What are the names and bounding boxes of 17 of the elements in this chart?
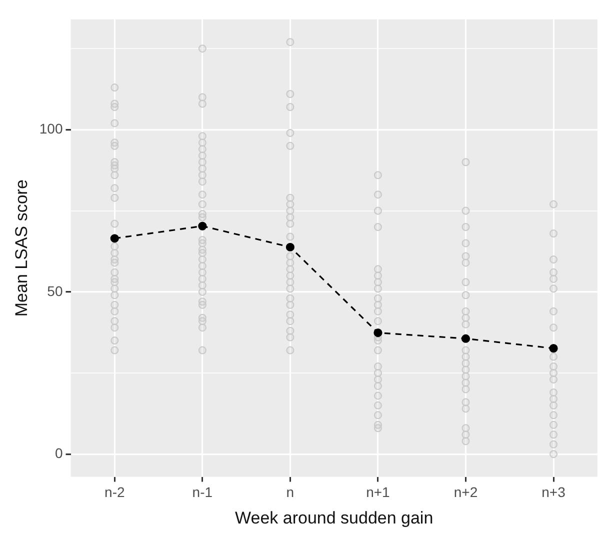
x-tick-label: n+3 [542,484,566,500]
x-tick-label: n+2 [454,484,478,500]
x-tick-label: n+1 [366,484,390,500]
point [286,242,294,252]
point [374,328,382,338]
point [461,334,470,343]
y-tick-label: 50 [47,282,63,299]
y-tick-label: 100 [39,120,63,137]
point [198,222,207,230]
x-axis-title: Week around sudden gain [234,508,434,528]
point [110,234,119,243]
x-tick-label: n-1 [192,484,213,500]
point [549,344,558,353]
y-axis-title: Mean LSAS score [12,180,31,317]
x-tick-label: n [286,484,294,500]
y-tick-label: 0 [54,444,63,461]
x-tick-label: n-2 [104,484,125,500]
